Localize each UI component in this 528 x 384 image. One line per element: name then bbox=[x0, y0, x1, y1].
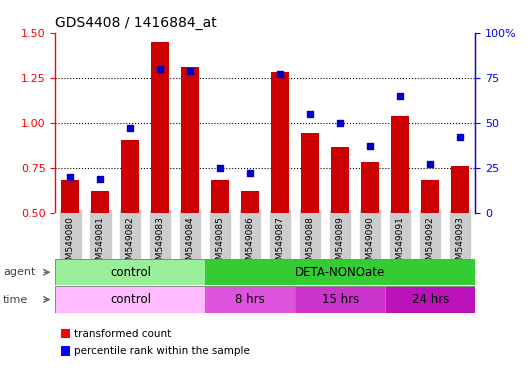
Point bbox=[96, 176, 105, 182]
Bar bbox=[61, 329, 70, 338]
Bar bbox=[451, 166, 469, 213]
Point bbox=[66, 174, 74, 180]
Text: time: time bbox=[3, 295, 29, 305]
Point bbox=[336, 120, 344, 126]
Text: 15 hrs: 15 hrs bbox=[322, 293, 359, 306]
Bar bbox=[385, 286, 475, 313]
Text: GDS4408 / 1416884_at: GDS4408 / 1416884_at bbox=[55, 16, 217, 30]
Bar bbox=[295, 286, 385, 313]
Bar bbox=[301, 133, 319, 213]
Point bbox=[396, 93, 404, 99]
Bar bbox=[241, 192, 259, 213]
Text: DETA-NONOate: DETA-NONOate bbox=[295, 266, 385, 279]
Point bbox=[126, 125, 135, 131]
Bar bbox=[421, 180, 439, 213]
Bar bbox=[152, 42, 169, 213]
Point bbox=[306, 111, 315, 117]
Point bbox=[426, 161, 435, 167]
Bar bbox=[271, 72, 289, 213]
Point bbox=[246, 170, 254, 177]
Bar bbox=[55, 286, 205, 313]
Text: control: control bbox=[110, 266, 151, 279]
Point bbox=[186, 68, 195, 74]
Point bbox=[276, 71, 285, 77]
Text: agent: agent bbox=[3, 267, 35, 277]
Bar bbox=[182, 67, 200, 213]
Bar bbox=[205, 286, 295, 313]
Bar bbox=[331, 147, 350, 213]
Bar bbox=[121, 140, 139, 213]
Bar bbox=[61, 346, 70, 356]
Bar bbox=[361, 162, 379, 213]
Text: 24 hrs: 24 hrs bbox=[411, 293, 449, 306]
Point bbox=[156, 66, 165, 72]
Bar bbox=[211, 180, 229, 213]
Text: transformed count: transformed count bbox=[74, 329, 171, 339]
Text: percentile rank within the sample: percentile rank within the sample bbox=[74, 346, 250, 356]
Bar bbox=[391, 116, 409, 213]
Bar bbox=[55, 259, 205, 285]
Point bbox=[366, 143, 374, 149]
Point bbox=[456, 134, 465, 141]
Point bbox=[216, 165, 224, 171]
Text: control: control bbox=[110, 293, 151, 306]
Bar bbox=[91, 192, 109, 213]
Text: 8 hrs: 8 hrs bbox=[235, 293, 265, 306]
Bar bbox=[205, 259, 475, 285]
Bar bbox=[61, 180, 79, 213]
